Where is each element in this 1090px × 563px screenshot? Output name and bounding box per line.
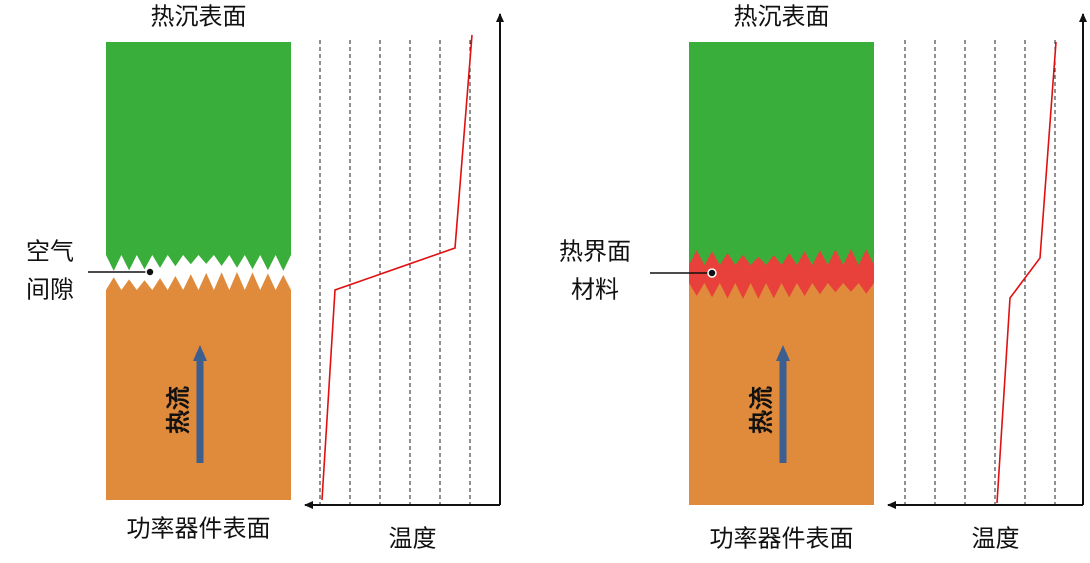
top-label: 热沉表面	[734, 3, 830, 31]
temperature-profile	[996, 41, 1057, 504]
interface-label: 空气	[26, 238, 74, 266]
heat-sink	[106, 42, 291, 271]
temperature-profile	[321, 34, 473, 501]
axis-label: 温度	[389, 525, 437, 553]
bottom-label: 功率器件表面	[127, 515, 271, 543]
interface-label: 间隙	[26, 276, 74, 304]
axis-label: 温度	[972, 525, 1020, 553]
heat-sink	[689, 42, 874, 272]
bottom-label: 功率器件表面	[710, 525, 854, 553]
interface-label: 热界面	[559, 238, 631, 266]
top-label: 热沉表面	[151, 3, 247, 31]
flow-label: 热流	[747, 386, 776, 434]
interface-material	[689, 249, 874, 299]
leader-dot	[707, 268, 717, 278]
leader-dot	[145, 267, 155, 277]
interface-label: 材料	[571, 276, 619, 304]
flow-label: 热流	[164, 386, 193, 434]
